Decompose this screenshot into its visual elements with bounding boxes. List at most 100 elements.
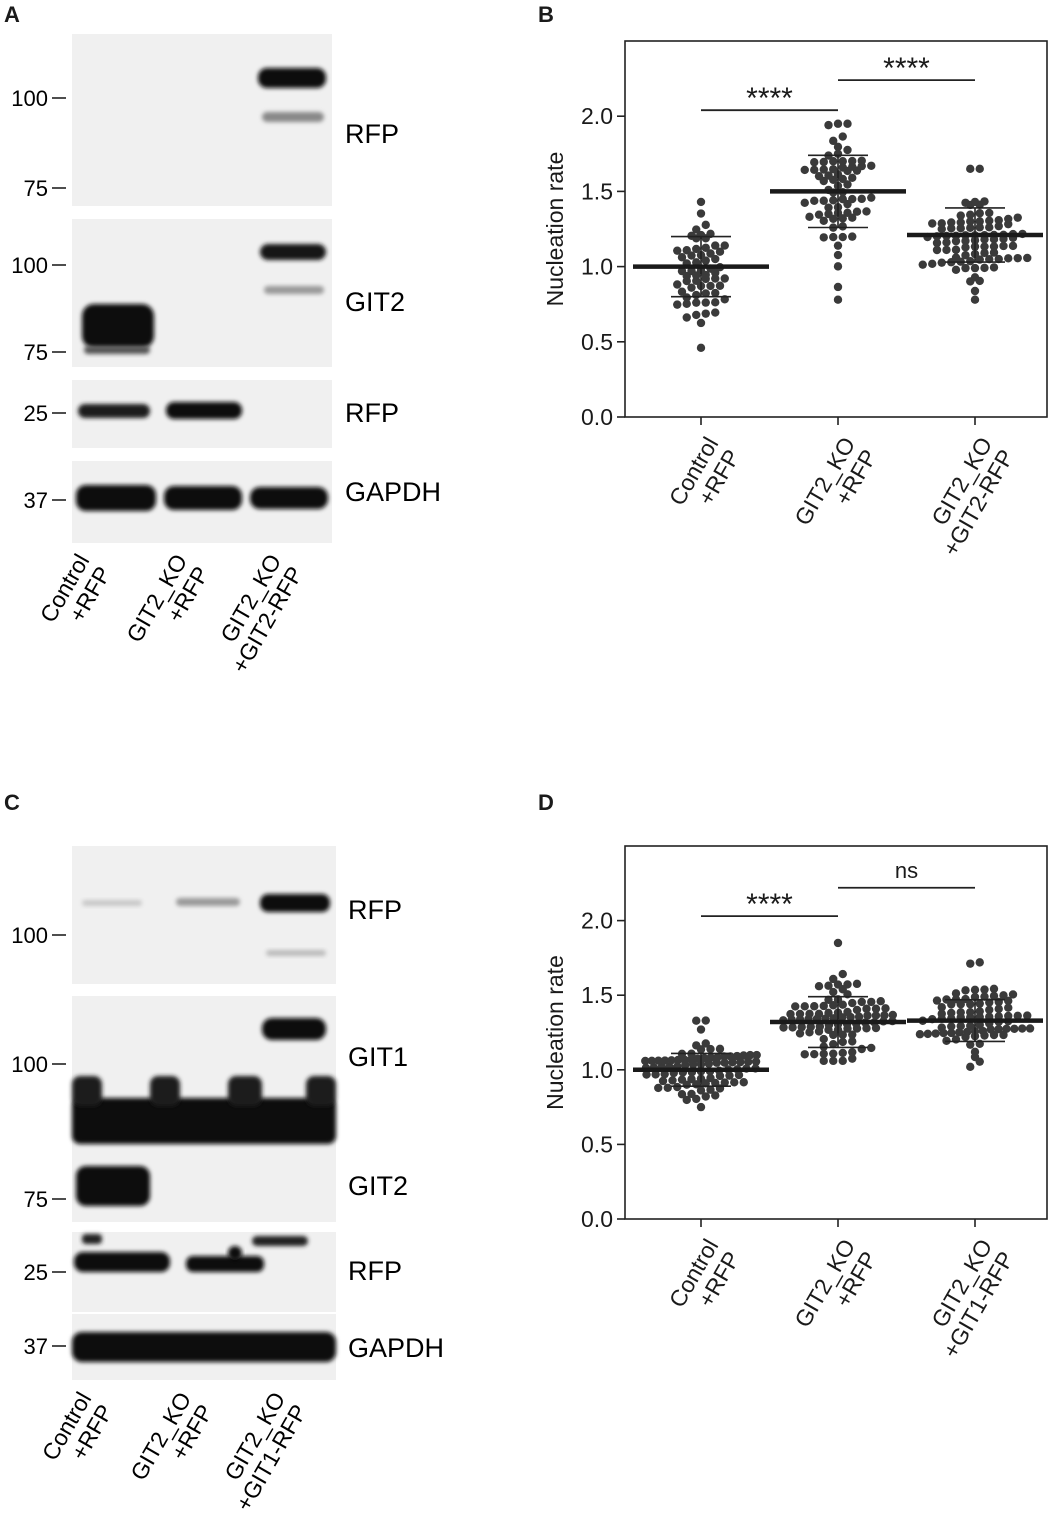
data-point [833,119,843,128]
data-point [701,1016,710,1025]
plot-frame [624,40,1048,418]
data-point [985,216,994,225]
data-point [980,985,989,994]
data-point [881,1004,890,1013]
data-point [711,1091,720,1100]
data-point [857,997,866,1007]
data-point [647,1056,657,1066]
data-point [947,224,956,233]
data-point [956,1008,965,1017]
protein-label: RFP [348,1256,402,1286]
data-point [810,196,819,206]
x-tick-label: GIT2_KO+GIT1-RFP [926,1235,1019,1363]
data-point [928,219,937,228]
data-point [1004,1011,1013,1021]
data-point [970,295,980,304]
data-point [711,274,720,283]
band [78,404,150,418]
band [166,402,242,419]
band [82,304,154,348]
data-point [692,225,701,234]
data-point [730,1078,739,1087]
data-point [654,1083,663,1093]
data-point [975,1020,984,1030]
data-point [833,250,843,260]
data-point [989,263,999,272]
protein-label: RFP [348,895,402,925]
data-point [732,1051,742,1061]
data-point [942,238,951,247]
y-tick-label: 1.0 [581,1057,613,1083]
significance-label: ns [895,858,918,883]
data-point [701,1039,710,1048]
marker-label: 75 [24,1187,48,1212]
data-point [736,1057,745,1067]
data-point [975,958,984,967]
data-point [810,1049,819,1059]
band [84,346,150,354]
data-point [1025,1024,1035,1033]
data-point [961,263,970,273]
band [164,486,242,510]
significance-label: **** [746,888,793,921]
data-point [951,265,961,275]
data-point [980,992,989,1001]
marker-label: 25 [24,401,48,426]
data-point [1002,1024,1011,1034]
data-point [829,157,838,166]
data-point [806,1022,815,1032]
x-tick-label: GIT2_KO+GIT2-RFP [926,433,1019,561]
data-point [937,219,946,228]
data-point [814,1009,824,1019]
band [76,485,156,511]
data-point [720,1078,729,1087]
data-point [696,1025,706,1034]
data-point [975,209,984,218]
data-point [838,969,847,979]
data-point [966,1021,975,1031]
lane-label: GIT2_KO +GIT2-RFP [215,550,308,678]
data-point [857,156,866,165]
data-point [947,1022,956,1031]
data-point [701,243,710,252]
data-point [829,1001,838,1010]
data-point [838,157,847,166]
data-point [800,1002,809,1011]
data-point [819,157,828,167]
protein-label: GIT1 [348,1042,408,1072]
data-point [751,1057,761,1066]
data-point [1013,213,1022,222]
data-point [848,1030,857,1039]
data-point [706,1073,715,1083]
protein-label: GAPDH [348,1333,444,1363]
data-point [985,208,994,218]
band [82,1234,102,1244]
data-point [833,295,843,304]
data-point [838,232,847,242]
data-point [966,217,975,226]
data-point [848,1054,857,1063]
data-point [696,343,706,353]
data-point [852,979,862,989]
data-point [923,1029,932,1039]
data-point [980,197,989,206]
data-point [668,1076,677,1085]
data-point [814,982,824,991]
data-point [673,1055,683,1065]
data-point [975,1007,984,1016]
data-point [947,218,956,227]
marker-label: 37 [24,1334,48,1359]
data-point [951,989,961,998]
data-point [966,1007,975,1017]
data-point [838,214,847,223]
marker-label: 25 [24,1260,48,1285]
data-point [824,995,833,1004]
data-point [989,248,999,257]
data-point [843,119,852,128]
band [228,1246,242,1260]
data-point [715,247,725,256]
data-point [829,1049,838,1058]
data-point [843,1007,852,1017]
data-point [677,266,687,276]
marker-label: 75 [24,340,48,365]
